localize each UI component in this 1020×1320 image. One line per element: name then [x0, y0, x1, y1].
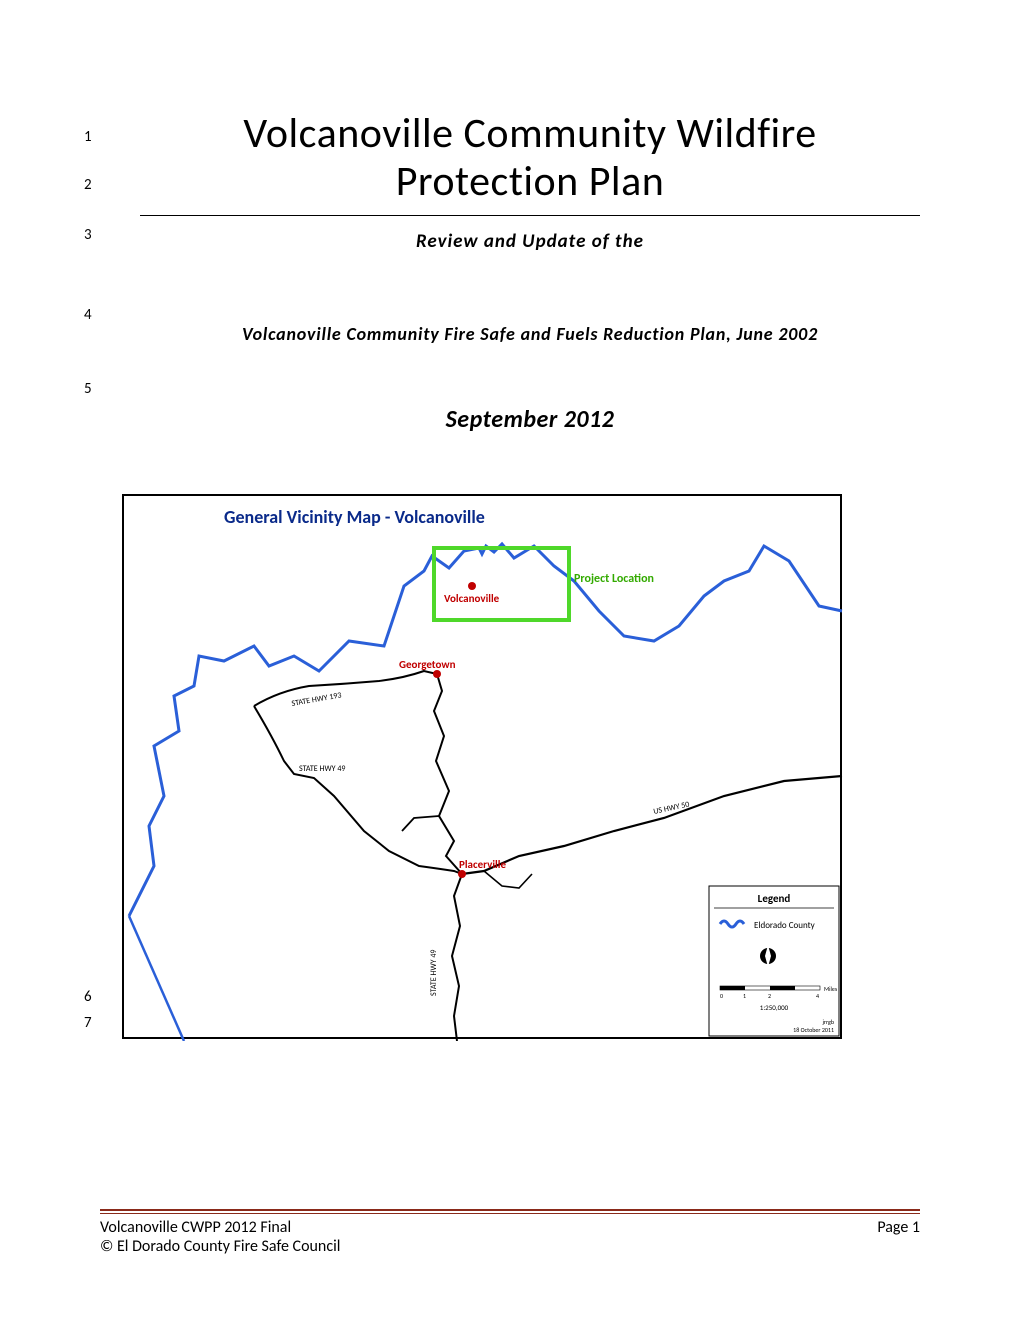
road-hwy49-west: [254, 706, 462, 874]
map-title: General Vicinity Map - Volcanoville: [224, 506, 485, 528]
footer-rule-thick: [100, 1209, 920, 1211]
svg-text:1: 1: [743, 992, 746, 1000]
city-label-georgetown: Georgetown: [399, 658, 456, 671]
project-location-label: Project Location: [574, 572, 654, 586]
subtitle-1: Review and Update of the: [100, 230, 920, 253]
city-label-volcanoville: Volcanoville: [444, 592, 500, 605]
svg-text:2: 2: [768, 992, 771, 1000]
line-number: 7: [84, 1014, 92, 1032]
road-us50-fork: [484, 871, 532, 888]
svg-text:4: 4: [816, 992, 819, 1000]
city-label-placerville: Placerville: [459, 858, 506, 871]
line-number: 5: [84, 380, 92, 398]
road-spur: [402, 816, 439, 831]
hwy-label-193: STATE HWY 193: [291, 690, 342, 709]
footer-copyright: © El Dorado County Fire Safe Council: [100, 1237, 920, 1256]
subtitle-2: Volcanoville Community Fire Safe and Fue…: [100, 323, 920, 345]
hwy-label-49b: STATE HWY 49: [429, 949, 439, 995]
city-dot-volcanoville: [468, 582, 476, 590]
page-footer: Volcanoville CWPP 2012 Final Page 1 © El…: [100, 1209, 920, 1256]
line-number: 4: [84, 306, 92, 324]
road-hwy49-south: [452, 874, 462, 1041]
scale-miles-label: Miles: [824, 985, 838, 993]
city-dot-georgetown: [433, 670, 441, 678]
line-number: 1: [84, 128, 92, 146]
footer-page-number: Page 1: [877, 1218, 920, 1237]
map-figure: General Vicinity Map - Volcanoville: [122, 494, 920, 1039]
title-line-1: Volcanoville Community Wildfire: [140, 110, 920, 158]
road-hwy193: [254, 671, 437, 706]
legend-credit: jrrgb: [821, 1018, 834, 1026]
county-boundary-segment: [129, 916, 184, 1041]
vicinity-map-svg: Project Location Volcanoville Georgetown…: [124, 496, 844, 1041]
line-number: 6: [84, 988, 92, 1006]
title-underline: [140, 215, 920, 216]
legend-title: Legend: [758, 892, 791, 905]
map-legend: Legend Eldorado County: [709, 886, 839, 1036]
line-number: 2: [84, 176, 92, 194]
road-us50: [462, 776, 842, 874]
legend-date: 18 October 2011: [793, 1026, 834, 1034]
document-date: September 2012: [100, 405, 920, 434]
document-page: 1 2 3 4 5 6 7 Volcanoville Community Wil…: [0, 0, 1020, 1320]
hwy-label-49a: STATE HWY 49: [299, 764, 345, 774]
footer-doc-title: Volcanoville CWPP 2012 Final: [100, 1218, 291, 1237]
legend-county-label: Eldorado County: [754, 920, 816, 931]
map-container: General Vicinity Map - Volcanoville: [122, 494, 842, 1039]
city-dot-placerville: [458, 870, 466, 878]
title-line-2: Protection Plan: [140, 158, 920, 206]
line-number: 3: [84, 226, 92, 244]
scale-ratio: 1:250,000: [760, 1003, 789, 1012]
svg-text:0: 0: [720, 992, 723, 1000]
footer-rule-thin: [100, 1213, 920, 1214]
road-georgetown-south: [434, 674, 462, 874]
title-block: Volcanoville Community Wildfire Protecti…: [100, 110, 920, 207]
